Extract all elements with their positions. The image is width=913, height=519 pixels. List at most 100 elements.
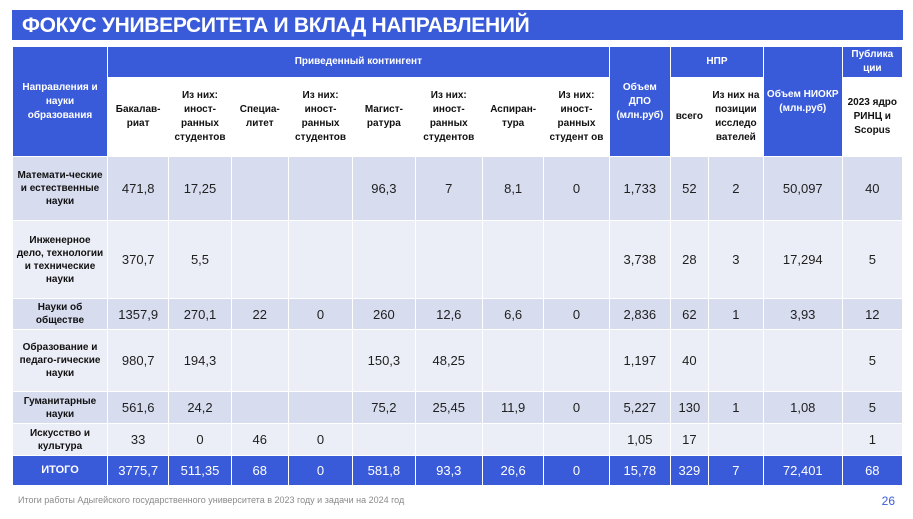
total-npr-total: 329 — [669, 455, 709, 486]
footer-text: Итоги работы Адыгейского государственног… — [18, 495, 405, 505]
cell-publications: 12 — [841, 298, 904, 330]
header-postgrad: Аспиран-тура — [481, 77, 545, 157]
cell-specialist-foreign: 0 — [287, 423, 354, 456]
row-direction: Образование и педаго-гические науки — [11, 329, 109, 392]
cell-specialist — [230, 220, 289, 299]
cell-specialist-foreign — [287, 220, 354, 299]
header-npr-group: НПР — [669, 46, 764, 78]
cell-npr-total: 52 — [669, 156, 709, 221]
total-master-foreign: 93,3 — [414, 455, 483, 486]
cell-master-foreign: 7 — [414, 156, 483, 221]
total-specialist: 68 — [230, 455, 289, 486]
cell-specialist: 22 — [230, 298, 289, 330]
header-bachelor-foreign: Из них: иност-ранных студентов — [168, 77, 232, 157]
cell-dpo: 5,227 — [608, 391, 671, 424]
cell-npr-research: 2 — [707, 156, 764, 221]
cell-postgrad-foreign — [543, 329, 610, 392]
cell-dpo: 2,836 — [608, 298, 671, 330]
cell-postgrad-foreign: 0 — [543, 156, 610, 221]
header-postgrad-foreign: Из них: иност-ранных студент ов — [543, 77, 610, 157]
row-direction: Математи-ческие и естественные науки — [11, 156, 109, 221]
cell-bachelor-foreign: 5,5 — [168, 220, 232, 299]
table-row: Образование и педаго-гические науки 980,… — [11, 329, 904, 392]
cell-postgrad-foreign: 0 — [543, 298, 610, 330]
page-title: ФОКУС УНИВЕРСИТЕТА И ВКЛАД НАПРАВЛЕНИЙ — [22, 14, 530, 37]
table-row: Математи-ческие и естественные науки 471… — [11, 156, 904, 221]
header-specialist: Специа-литет — [230, 77, 289, 157]
cell-niokr: 3,93 — [762, 298, 843, 330]
cell-niokr — [762, 329, 843, 392]
cell-master: 260 — [352, 298, 416, 330]
cell-dpo: 3,738 — [608, 220, 671, 299]
total-bachelor-foreign: 511,35 — [168, 455, 232, 486]
total-row: ИТОГО 3775,7 511,35 68 0 581,8 93,3 26,6… — [11, 455, 904, 486]
header-dpo: Объем ДПО (млн.руб) — [608, 46, 671, 157]
header-publications-sub: 2023 ядро РИНЦ и Scopus — [841, 77, 904, 157]
header-npr-total: всего — [669, 77, 709, 157]
cell-npr-research — [707, 329, 764, 392]
row-direction: Науки об обществе — [11, 298, 109, 330]
cell-dpo: 1,197 — [608, 329, 671, 392]
cell-publications: 5 — [841, 329, 904, 392]
cell-specialist-foreign — [287, 329, 354, 392]
total-niokr: 72,401 — [762, 455, 843, 486]
cell-bachelor-foreign: 17,25 — [168, 156, 232, 221]
contribution-table: Направления и науки образования Приведен… — [11, 46, 904, 486]
cell-bachelor-foreign: 270,1 — [168, 298, 232, 330]
cell-npr-research: 3 — [707, 220, 764, 299]
cell-bachelor-foreign: 194,3 — [168, 329, 232, 392]
cell-master-foreign: 12,6 — [414, 298, 483, 330]
cell-bachelor: 370,7 — [107, 220, 170, 299]
cell-specialist-foreign — [287, 156, 354, 221]
cell-specialist — [230, 391, 289, 424]
cell-publications: 40 — [841, 156, 904, 221]
cell-postgrad — [481, 329, 545, 392]
total-bachelor: 3775,7 — [107, 455, 170, 486]
cell-postgrad: 6,6 — [481, 298, 545, 330]
header-publications-group: Публика ции — [841, 46, 904, 78]
header-directions: Направления и науки образования — [11, 46, 109, 157]
cell-bachelor-foreign: 24,2 — [168, 391, 232, 424]
cell-master-foreign: 48,25 — [414, 329, 483, 392]
total-postgrad-foreign: 0 — [543, 455, 610, 486]
cell-specialist — [230, 156, 289, 221]
cell-npr-total: 17 — [669, 423, 709, 456]
title-bar — [12, 10, 903, 40]
total-label: ИТОГО — [11, 455, 109, 486]
cell-dpo: 1,733 — [608, 156, 671, 221]
cell-publications: 5 — [841, 220, 904, 299]
cell-postgrad-foreign — [543, 220, 610, 299]
total-dpo: 15,78 — [608, 455, 671, 486]
cell-niokr: 50,097 — [762, 156, 843, 221]
table-row: Инженерное дело, технологии и технически… — [11, 220, 904, 299]
cell-postgrad: 8,1 — [481, 156, 545, 221]
cell-npr-research: 1 — [707, 391, 764, 424]
cell-npr-total: 28 — [669, 220, 709, 299]
cell-npr-research — [707, 423, 764, 456]
row-direction: Искусство и культура — [11, 423, 109, 456]
cell-npr-research: 1 — [707, 298, 764, 330]
cell-publications: 1 — [841, 423, 904, 456]
cell-specialist-foreign — [287, 391, 354, 424]
header-master: Магист-ратура — [352, 77, 416, 157]
cell-postgrad — [481, 220, 545, 299]
cell-master: 96,3 — [352, 156, 416, 221]
header-bachelor: Бакалав-риат — [107, 77, 170, 157]
cell-niokr: 1,08 — [762, 391, 843, 424]
table-row: Науки об обществе 1357,9 270,1 22 0 260 … — [11, 298, 904, 330]
row-direction: Гуманитарные науки — [11, 391, 109, 424]
cell-bachelor: 561,6 — [107, 391, 170, 424]
header-npr-research: Из них на позиции исследо вателей — [707, 77, 764, 157]
cell-master-foreign — [414, 220, 483, 299]
total-publications: 68 — [841, 455, 904, 486]
header-contingent-group: Приведенный контингент — [107, 46, 610, 78]
cell-niokr — [762, 423, 843, 456]
header-specialist-foreign: Из них: иност-ранных студентов — [287, 77, 354, 157]
cell-npr-total: 40 — [669, 329, 709, 392]
cell-dpo: 1,05 — [608, 423, 671, 456]
row-direction: Инженерное дело, технологии и технически… — [11, 220, 109, 299]
cell-postgrad: 11,9 — [481, 391, 545, 424]
cell-publications: 5 — [841, 391, 904, 424]
cell-master: 75,2 — [352, 391, 416, 424]
cell-bachelor: 33 — [107, 423, 170, 456]
